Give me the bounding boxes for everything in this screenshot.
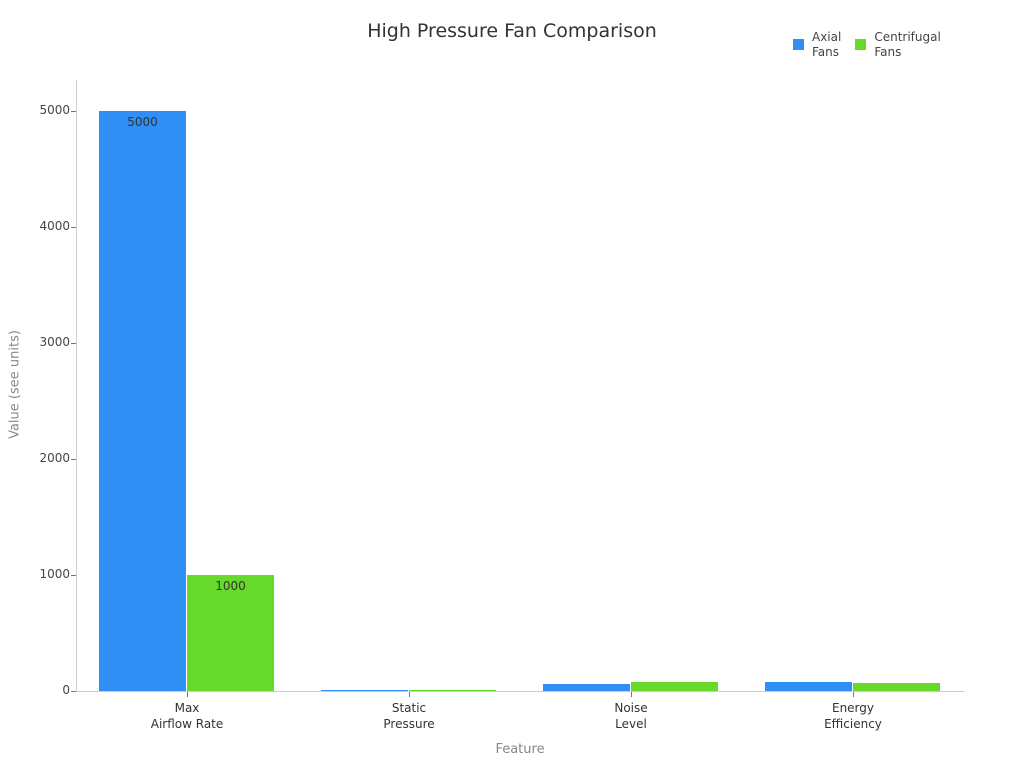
- y-tick-label: 1000: [39, 567, 70, 581]
- bar[interactable]: [543, 684, 630, 691]
- bar[interactable]: [765, 682, 852, 691]
- bar[interactable]: 5000: [99, 111, 186, 691]
- bar-value-label: 5000: [127, 115, 158, 129]
- bar[interactable]: [853, 683, 940, 691]
- y-axis-line: [76, 80, 77, 692]
- legend-label-centrifugal: Centrifugal Fans: [874, 30, 941, 59]
- x-tick-mark: [631, 692, 632, 697]
- chart-title: High Pressure Fan Comparison: [367, 20, 657, 42]
- y-tick-label: 3000: [39, 335, 70, 349]
- legend-label-axial: Axial Fans: [812, 30, 842, 59]
- y-tick-mark: [71, 459, 76, 460]
- y-tick-label: 0: [62, 683, 70, 697]
- legend-item-centrifugal[interactable]: Centrifugal Fans: [855, 30, 941, 60]
- bar-value-label: 1000: [215, 579, 246, 593]
- y-tick-label: 5000: [39, 103, 70, 117]
- bar[interactable]: 1000: [187, 575, 274, 691]
- x-axis-label: Feature: [495, 742, 545, 757]
- legend-swatch-centrifugal-icon: [855, 39, 867, 50]
- legend-swatch-axial-icon: [793, 39, 804, 50]
- legend-item-axial[interactable]: Axial Fans: [793, 30, 841, 60]
- y-tick-mark: [71, 575, 76, 576]
- x-tick-label: Noise Level: [614, 701, 648, 731]
- y-tick-mark: [71, 227, 76, 228]
- bar[interactable]: [631, 682, 718, 691]
- legend: Axial Fans Centrifugal Fans: [793, 30, 941, 60]
- bar[interactable]: [409, 689, 496, 691]
- bar[interactable]: [321, 690, 408, 691]
- x-tick-mark: [853, 692, 854, 697]
- x-tick-label: Max Airflow Rate: [150, 701, 224, 731]
- x-tick-label: Static Pressure: [383, 701, 435, 731]
- y-tick-mark: [71, 691, 76, 692]
- x-axis-line: [76, 691, 964, 692]
- x-tick-mark: [409, 692, 410, 697]
- x-tick-mark: [187, 692, 188, 697]
- y-tick-label: 2000: [39, 451, 70, 465]
- y-tick-mark: [71, 111, 76, 112]
- y-tick-label: 4000: [39, 219, 70, 233]
- y-tick-mark: [71, 343, 76, 344]
- x-tick-label: Energy Efficiency: [824, 701, 882, 731]
